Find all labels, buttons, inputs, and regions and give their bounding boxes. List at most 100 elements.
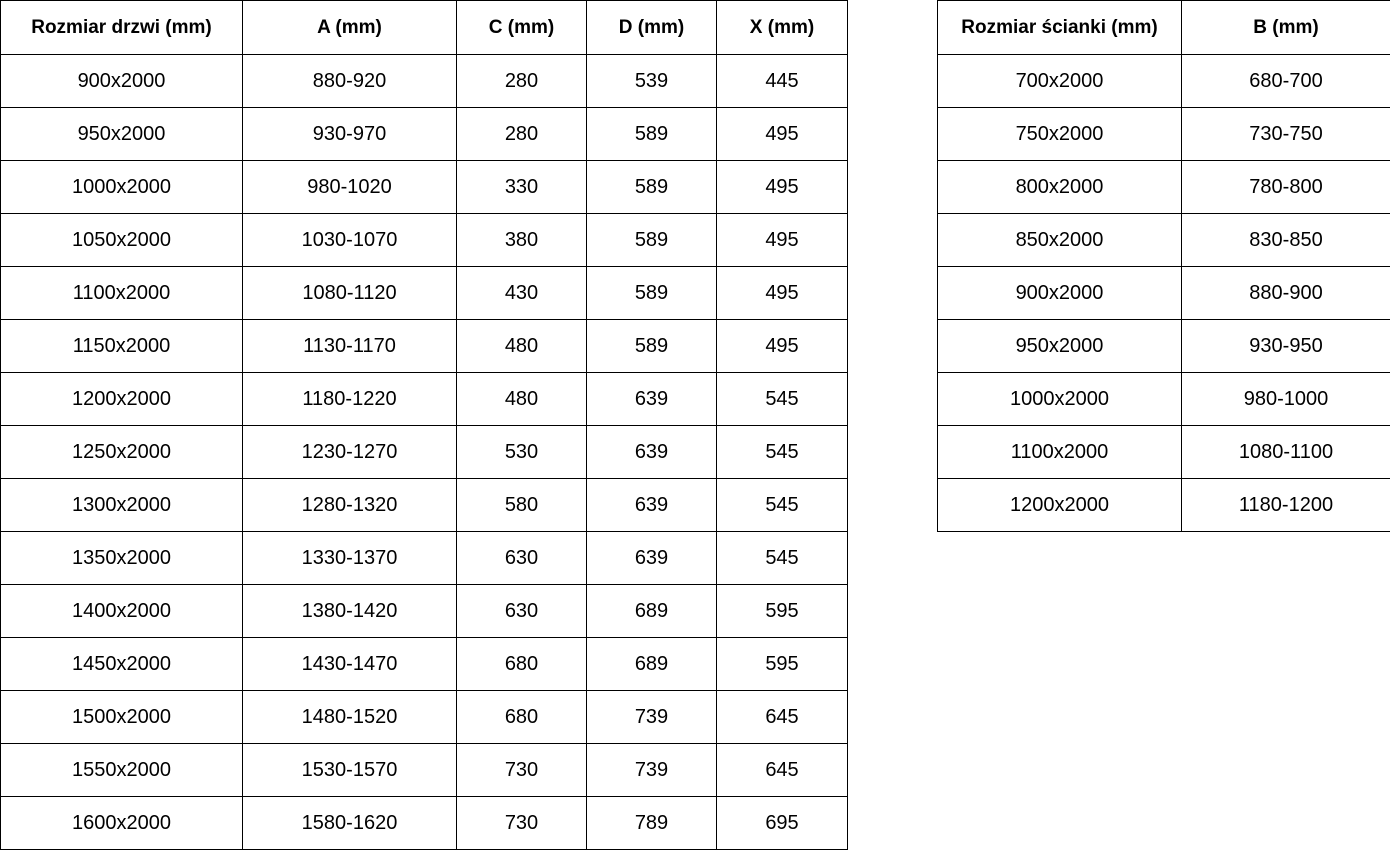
table-cell: 900x2000	[0, 54, 243, 108]
table-cell: 1580-1620	[242, 796, 457, 850]
table-cell: 589	[586, 107, 717, 161]
table-cell: 495	[716, 213, 848, 267]
table-row: 1550x2000 1530-1570 730 739 645	[0, 743, 848, 797]
table-cell: 730	[456, 796, 587, 850]
table-row: 700x2000 680-700	[937, 54, 1390, 108]
table-cell: 980-1000	[1181, 372, 1390, 426]
table-cell: 430	[456, 266, 587, 320]
table-cell: 1600x2000	[0, 796, 243, 850]
table-cell: 589	[586, 319, 717, 373]
table-cell: 1480-1520	[242, 690, 457, 744]
table-cell: 1280-1320	[242, 478, 457, 532]
table-row: 1000x2000 980-1020 330 589 495	[0, 160, 848, 214]
table-cell: 1080-1120	[242, 266, 457, 320]
table-cell: 680-700	[1181, 54, 1390, 108]
table-cell: 639	[586, 478, 717, 532]
table-cell: 1200x2000	[937, 478, 1182, 532]
table-cell: 589	[586, 160, 717, 214]
table-cell: 645	[716, 690, 848, 744]
table-row: 1400x2000 1380-1420 630 689 595	[0, 584, 848, 638]
table-cell: 1000x2000	[0, 160, 243, 214]
table-cell: 880-900	[1181, 266, 1390, 320]
table-cell: 800x2000	[937, 160, 1182, 214]
table-cell: 1550x2000	[0, 743, 243, 797]
table-cell: 1050x2000	[0, 213, 243, 267]
table-row: 1200x2000 1180-1200	[937, 478, 1390, 532]
table-cell: 1350x2000	[0, 531, 243, 585]
table-row: 750x2000 730-750	[937, 107, 1390, 161]
table-cell: 1030-1070	[242, 213, 457, 267]
table-cell: 495	[716, 319, 848, 373]
header-row: Rozmiar drzwi (mm) A (mm) C (mm) D (mm) X (m…	[0, 0, 848, 55]
table-row: 900x2000 880-900	[937, 266, 1390, 320]
table-cell: 1080-1100	[1181, 425, 1390, 479]
table-cell: 739	[586, 690, 717, 744]
table-cell: 1430-1470	[242, 637, 457, 691]
column-header: X (mm)	[716, 0, 848, 55]
table-cell: 545	[716, 425, 848, 479]
table-cell: 1230-1270	[242, 425, 457, 479]
table-cell: 789	[586, 796, 717, 850]
table-cell: 1130-1170	[242, 319, 457, 373]
table-row: 950x2000 930-970 280 589 495	[0, 107, 848, 161]
table-cell: 689	[586, 584, 717, 638]
table-cell: 1450x2000	[0, 637, 243, 691]
table-cell: 730	[456, 743, 587, 797]
table-cell: 1000x2000	[937, 372, 1182, 426]
table-cell: 1250x2000	[0, 425, 243, 479]
table-row: 1250x2000 1230-1270 530 639 545	[0, 425, 848, 479]
table-cell: 1500x2000	[0, 690, 243, 744]
table-row: 1100x2000 1080-1100	[937, 425, 1390, 479]
table-cell: 495	[716, 160, 848, 214]
table-row: 900x2000 880-920 280 539 445	[0, 54, 848, 108]
table-cell: 280	[456, 107, 587, 161]
table-row: 1600x2000 1580-1620 730 789 695	[0, 796, 848, 850]
table-row: 1450x2000 1430-1470 680 689 595	[0, 637, 848, 691]
table-cell: 639	[586, 372, 717, 426]
table-cell: 580	[456, 478, 587, 532]
table-cell: 545	[716, 372, 848, 426]
column-header: Rozmiar ścianki (mm)	[937, 0, 1182, 55]
table-cell: 545	[716, 531, 848, 585]
table-cell: 445	[716, 54, 848, 108]
column-header: B (mm)	[1181, 0, 1390, 55]
table-cell: 1200x2000	[0, 372, 243, 426]
table-cell: 639	[586, 531, 717, 585]
table-cell: 539	[586, 54, 717, 108]
door-size-table: Rozmiar drzwi (mm) A (mm) C (mm) D (mm) X (m…	[0, 0, 848, 850]
table-cell: 380	[456, 213, 587, 267]
table-cell: 645	[716, 743, 848, 797]
column-header: A (mm)	[242, 0, 457, 55]
table-cell: 280	[456, 54, 587, 108]
table-cell: 900x2000	[937, 266, 1182, 320]
table-cell: 780-800	[1181, 160, 1390, 214]
table-row: 1350x2000 1330-1370 630 639 545	[0, 531, 848, 585]
table-cell: 680	[456, 690, 587, 744]
table-cell: 950x2000	[0, 107, 243, 161]
table-cell: 545	[716, 478, 848, 532]
table-cell: 480	[456, 319, 587, 373]
table-cell: 850x2000	[937, 213, 1182, 267]
table-cell: 730-750	[1181, 107, 1390, 161]
table-cell: 750x2000	[937, 107, 1182, 161]
table-cell: 495	[716, 266, 848, 320]
table-row: 850x2000 830-850	[937, 213, 1390, 267]
table-cell: 980-1020	[242, 160, 457, 214]
table-cell: 595	[716, 584, 848, 638]
column-header: C (mm)	[456, 0, 587, 55]
table-cell: 739	[586, 743, 717, 797]
table-row: 1300x2000 1280-1320 580 639 545	[0, 478, 848, 532]
table-cell: 639	[586, 425, 717, 479]
table-cell: 1330-1370	[242, 531, 457, 585]
table-row: 1500x2000 1480-1520 680 739 645	[0, 690, 848, 744]
table-cell: 930-950	[1181, 319, 1390, 373]
table-cell: 480	[456, 372, 587, 426]
table-cell: 695	[716, 796, 848, 850]
table-row: 1000x2000 980-1000	[937, 372, 1390, 426]
table-cell: 589	[586, 213, 717, 267]
table-row: 1100x2000 1080-1120 430 589 495	[0, 266, 848, 320]
column-header: Rozmiar drzwi (mm)	[0, 0, 243, 55]
table-cell: 630	[456, 584, 587, 638]
table-cell: 530	[456, 425, 587, 479]
table-cell: 689	[586, 637, 717, 691]
